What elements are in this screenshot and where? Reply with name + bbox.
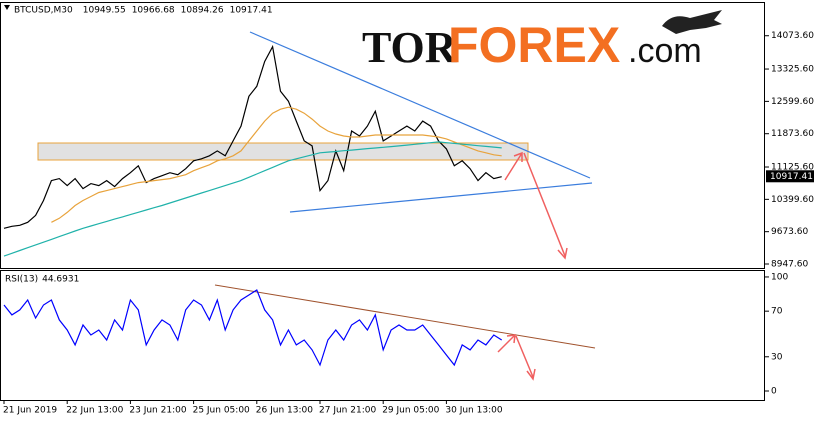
- arrow: [504, 151, 523, 181]
- y-tick-label: 13325.60: [771, 65, 814, 75]
- logo-com: .com: [628, 32, 702, 70]
- rsi-title: RSI(13): [5, 275, 38, 285]
- y-tick-label: 70: [771, 307, 783, 317]
- y-tick-label: 11873.60: [771, 129, 814, 139]
- support-zone: [37, 142, 529, 161]
- series-line: [3, 141, 502, 257]
- x-tick-label: 27 Jun 21:00: [319, 406, 376, 416]
- x-tick-label: 29 Jun 05:00: [382, 406, 439, 416]
- rsi-value: 44.6931: [42, 275, 79, 285]
- y-tick-label: 8947.60: [771, 260, 808, 270]
- y-tick-label: 11125.60: [771, 163, 814, 173]
- arrow: [523, 152, 568, 260]
- series-line: [3, 44, 502, 229]
- x-tick-label: 26 Jun 13:00: [256, 406, 313, 416]
- symbol-title: BTCUSD,M30: [14, 6, 73, 16]
- logo: TOR FOREX .com: [362, 10, 722, 73]
- close-value: 10917.41: [230, 6, 273, 16]
- low-value: 10894.26: [181, 6, 224, 16]
- rsi-panel: [0, 270, 765, 401]
- x-tick-label: 22 Jun 13:00: [66, 406, 123, 416]
- y-tick-label: 10399.60: [771, 195, 814, 205]
- x-tick-label: 23 Jun 21:00: [129, 406, 186, 416]
- rsi-trendline: [214, 284, 596, 349]
- y-tick-label: 0: [771, 386, 777, 396]
- open-value: 10949.55: [83, 6, 126, 16]
- y-tick-label: 100: [771, 272, 788, 282]
- price-label-bg: [766, 170, 814, 183]
- y-tick-label: 9673.60: [771, 227, 808, 237]
- forecast-arrows: [497, 151, 568, 381]
- y-tick-label: 12599.60: [771, 97, 814, 107]
- logo-tor: TOR: [362, 23, 458, 72]
- logo-forex: FOREX: [448, 17, 620, 73]
- y-tick-label: 14073.60: [771, 31, 814, 41]
- x-tick-label: 21 Jun 2019: [3, 406, 57, 416]
- x-tick-label: 25 Jun 05:00: [193, 406, 250, 416]
- high-value: 10966.68: [132, 6, 175, 16]
- series-line: [51, 106, 502, 223]
- series-line: [3, 289, 503, 367]
- trendline: [289, 182, 593, 213]
- price-label: 10917.41: [770, 172, 813, 182]
- symbol-icon: [4, 5, 10, 10]
- arrow: [497, 334, 516, 353]
- arrow: [515, 335, 536, 381]
- y-tick-label: 30: [771, 352, 783, 362]
- logo-bull: [662, 10, 722, 34]
- trendline: [249, 31, 591, 179]
- x-tick-label: 30 Jun 13:00: [445, 406, 502, 416]
